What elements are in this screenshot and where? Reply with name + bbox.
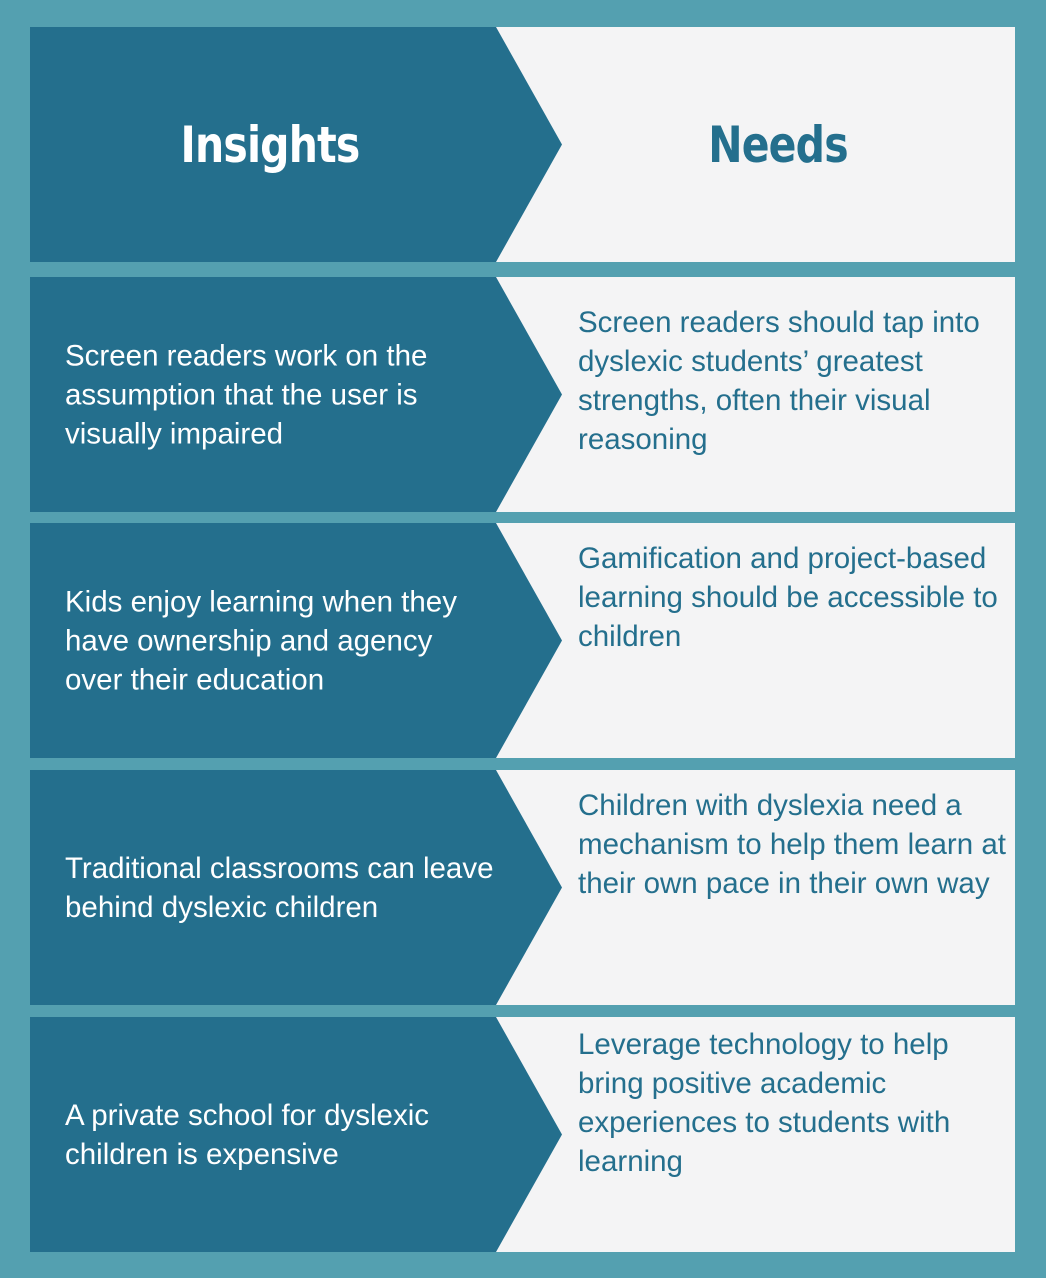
need-panel: [496, 770, 1015, 1005]
need-panel: [496, 523, 1015, 758]
needs-heading: Needs: [708, 115, 848, 174]
insight-need-row-3: Traditional classrooms can leave behind …: [30, 770, 1015, 1005]
need-panel: [496, 277, 1015, 512]
needs-header-panel: [496, 27, 1015, 262]
need-text: Screen readers should tap into dyslexic …: [578, 306, 980, 456]
insight-need-row-2: Kids enjoy learning when they have owner…: [30, 523, 1015, 758]
need-text: Gamification and project-based learning …: [578, 542, 998, 653]
header-row: Insights Needs: [30, 27, 1015, 262]
insight-need-row-1: Screen readers work on the assumption th…: [30, 277, 1015, 512]
insight-arrow-panel: [30, 1017, 562, 1252]
need-text: Children with dyslexia need a mechanism …: [578, 789, 1006, 900]
insights-heading: Insights: [180, 115, 361, 174]
need-panel: [496, 1017, 1015, 1252]
need-text: Leverage technology to help bring positi…: [578, 1028, 951, 1178]
insight-arrow-panel: [30, 770, 562, 1005]
insights-header-panel: [30, 27, 562, 262]
insight-arrow-panel: [30, 277, 562, 512]
insight-text: Kids enjoy learning when they have owner…: [65, 585, 457, 696]
insight-need-row-4: A private school for dyslexic children i…: [30, 1017, 1015, 1252]
insight-text: Screen readers work on the assumption th…: [65, 339, 428, 450]
insight-text: Traditional classrooms can leave behind …: [65, 851, 494, 924]
insight-text: A private school for dyslexic children i…: [65, 1098, 429, 1171]
insight-arrow-panel: [30, 523, 562, 758]
